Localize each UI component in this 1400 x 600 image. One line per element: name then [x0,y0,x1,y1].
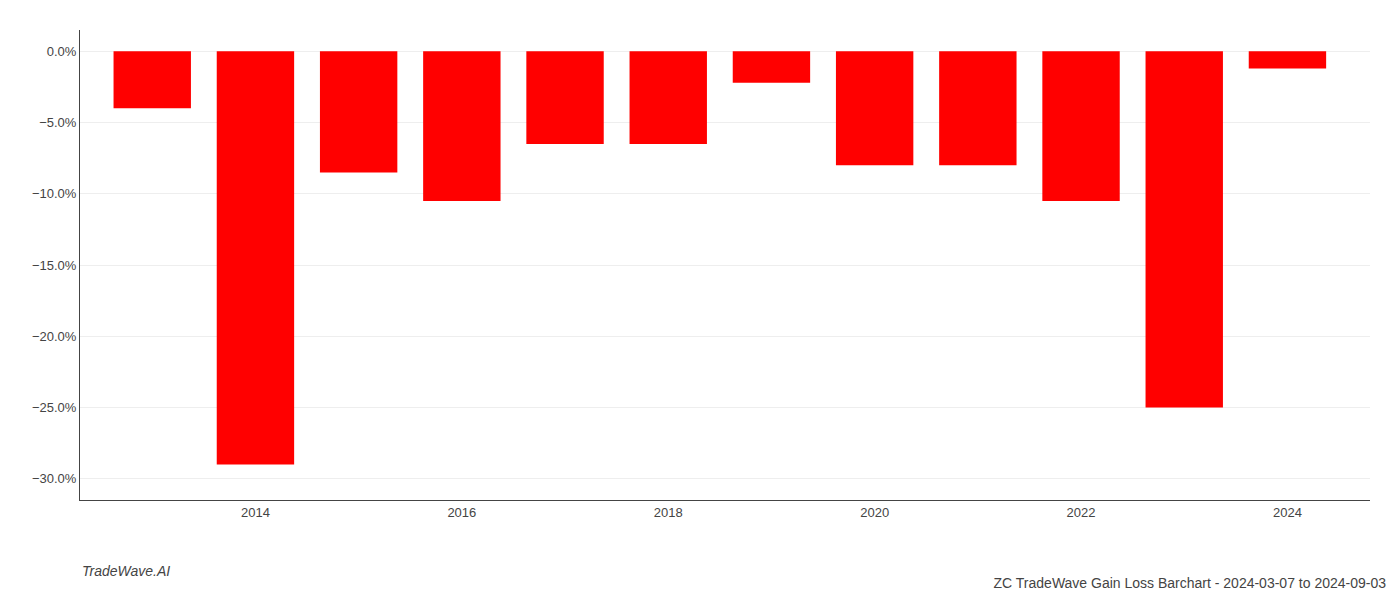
svg-text:−20.0%: −20.0% [32,329,77,344]
svg-text:2018: 2018 [654,505,683,520]
svg-text:2020: 2020 [860,505,889,520]
svg-text:2016: 2016 [447,505,476,520]
svg-text:2022: 2022 [1067,505,1096,520]
svg-text:2014: 2014 [241,505,270,520]
svg-text:−30.0%: −30.0% [32,471,77,486]
svg-text:ZC TradeWave Gain Loss Barchar: ZC TradeWave Gain Loss Barchart - 2024-0… [994,575,1387,591]
svg-text:−25.0%: −25.0% [32,400,77,415]
svg-text:−15.0%: −15.0% [32,258,77,273]
svg-text:TradeWave.AI: TradeWave.AI [82,563,170,579]
svg-text:0.0%: 0.0% [47,44,77,59]
svg-text:2024: 2024 [1273,505,1302,520]
svg-text:−10.0%: −10.0% [32,186,77,201]
svg-text:−5.0%: −5.0% [39,115,77,130]
